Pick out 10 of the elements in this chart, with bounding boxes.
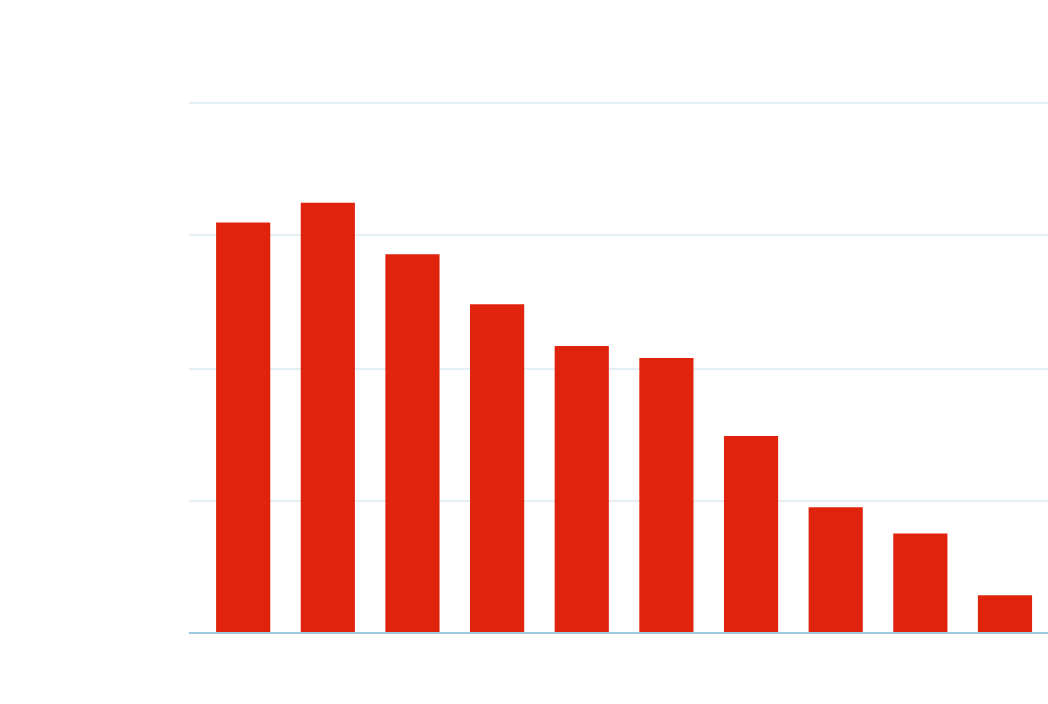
bar [300, 202, 355, 633]
bar [723, 435, 779, 633]
bar [893, 533, 948, 633]
bar [808, 507, 863, 633]
bar [385, 254, 440, 633]
bar [639, 358, 694, 633]
bar [554, 346, 609, 633]
bar [977, 595, 1033, 633]
bar [216, 222, 271, 633]
bar [470, 304, 525, 633]
